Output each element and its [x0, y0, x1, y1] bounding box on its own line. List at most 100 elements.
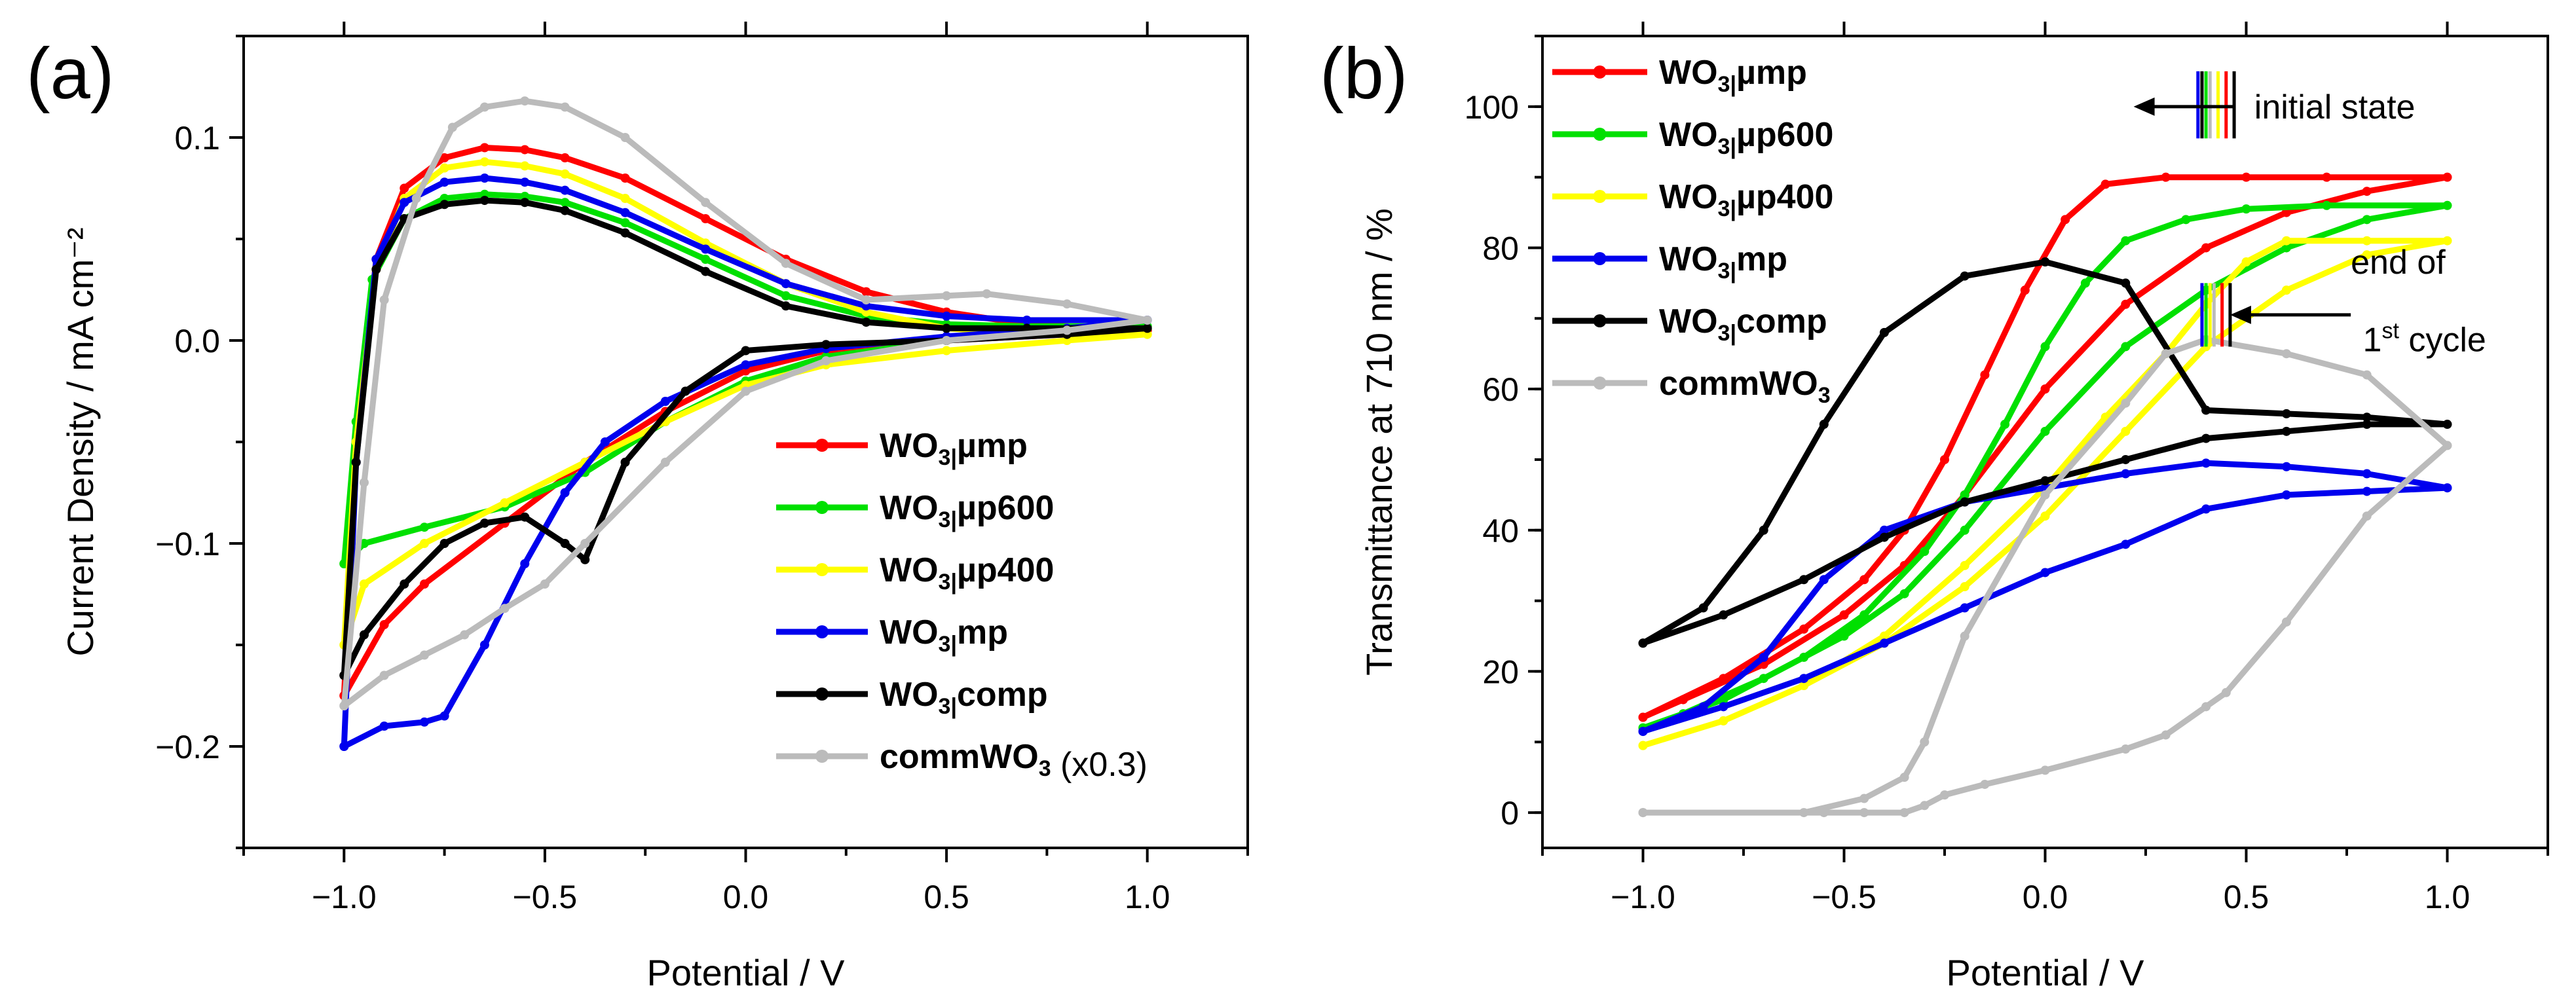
data-point — [1719, 695, 1728, 705]
data-point — [419, 522, 429, 532]
series-4 — [1638, 257, 2452, 648]
data-point — [1960, 525, 1969, 535]
plot-frame — [1541, 35, 2549, 849]
legend-subscript: 3| — [1718, 196, 1736, 221]
data-point — [2040, 384, 2050, 394]
data-point — [861, 287, 871, 297]
data-point — [520, 145, 530, 155]
x-tick-label: 1.0 — [2425, 879, 2471, 915]
data-point — [479, 143, 489, 153]
data-point — [1920, 801, 1930, 811]
data-point — [781, 291, 791, 301]
data-point — [2362, 420, 2372, 430]
legend-marker — [815, 563, 829, 576]
y-tick-label: 60 — [1482, 371, 1519, 408]
data-point — [2161, 172, 2171, 182]
legend-post: µp400 — [1736, 178, 1833, 216]
data-point — [821, 356, 831, 365]
data-point — [2121, 342, 2131, 352]
legend-entry: WO3|comp — [1659, 302, 1827, 346]
data-point — [439, 200, 449, 210]
x-axis-title: Potential / V — [647, 952, 846, 993]
data-point — [2221, 687, 2231, 697]
data-point — [2201, 702, 2211, 712]
data-point — [411, 194, 421, 203]
legend-pre: WO — [880, 676, 939, 714]
legend-marker — [815, 439, 829, 452]
legend-marker — [1593, 190, 1607, 203]
data-point — [2121, 426, 2131, 436]
data-point — [1759, 652, 1768, 662]
data-point — [2241, 257, 2251, 267]
data-point — [1960, 603, 1969, 613]
x-tick-label: 0.5 — [924, 879, 969, 915]
data-point — [1920, 737, 1930, 747]
data-point — [942, 336, 952, 345]
data-point — [479, 519, 489, 528]
y-tick-label: 0.0 — [174, 323, 220, 359]
data-point — [2040, 476, 2050, 486]
data-point — [620, 174, 630, 183]
legend-entry: WO3|µmp — [1659, 54, 1807, 97]
data-point — [2121, 236, 2131, 246]
x-tick-label: 0.0 — [723, 879, 769, 915]
legend-pre: WO — [1659, 240, 1718, 278]
data-point — [2040, 257, 2050, 267]
data-point — [419, 539, 429, 548]
legend-suffix: (x0.3) — [1051, 746, 1148, 784]
legend-post: µp600 — [1736, 116, 1833, 154]
data-point — [1799, 624, 1809, 634]
data-point — [520, 198, 530, 208]
data-point — [520, 161, 530, 171]
data-point — [2442, 200, 2452, 210]
data-point — [1799, 575, 1809, 585]
data-point — [560, 488, 570, 498]
series-line — [1640, 202, 2450, 731]
data-point — [1142, 316, 1152, 325]
data-point — [681, 386, 690, 396]
data-point — [2121, 278, 2131, 288]
data-point — [942, 346, 952, 356]
data-point — [2241, 204, 2251, 214]
legend-subscript: 3 — [1039, 756, 1051, 781]
data-point — [2322, 172, 2332, 182]
data-point — [2281, 409, 2291, 418]
data-point — [479, 196, 489, 206]
data-point — [560, 206, 570, 215]
legend-marker — [1593, 65, 1607, 79]
data-point — [447, 122, 457, 132]
data-point — [1799, 681, 1809, 690]
data-point — [1719, 674, 1728, 684]
data-point — [339, 742, 349, 751]
legend-post: µp400 — [957, 551, 1054, 589]
series-0 — [339, 143, 1152, 701]
series-line — [1640, 259, 2450, 646]
data-point — [2281, 243, 2291, 253]
series-5 — [339, 96, 1152, 710]
data-point — [560, 539, 570, 548]
data-point — [2161, 730, 2171, 740]
data-point — [419, 717, 429, 727]
legend-post: µp600 — [957, 489, 1054, 527]
data-point — [2161, 349, 2171, 359]
data-point — [439, 711, 449, 721]
data-point — [701, 244, 711, 254]
legend-marker — [1593, 376, 1607, 390]
data-point — [439, 163, 449, 173]
data-point — [1678, 695, 1688, 705]
y-tick-label: 40 — [1482, 513, 1519, 549]
legend-pre: WO — [880, 551, 939, 589]
data-point — [2362, 187, 2372, 196]
data-point — [2040, 490, 2050, 500]
data-point — [2442, 441, 2452, 450]
legend-post: comp — [957, 676, 1048, 714]
legend-marker — [815, 687, 829, 701]
y-tick-label: 0.1 — [174, 120, 220, 156]
data-point — [479, 640, 489, 650]
data-point — [520, 512, 530, 522]
data-point — [2040, 765, 2050, 775]
data-point — [1698, 702, 1708, 712]
legend-entry: WO3|comp — [880, 676, 1048, 719]
data-point — [1859, 575, 1869, 585]
legend-post: mp — [957, 613, 1008, 651]
